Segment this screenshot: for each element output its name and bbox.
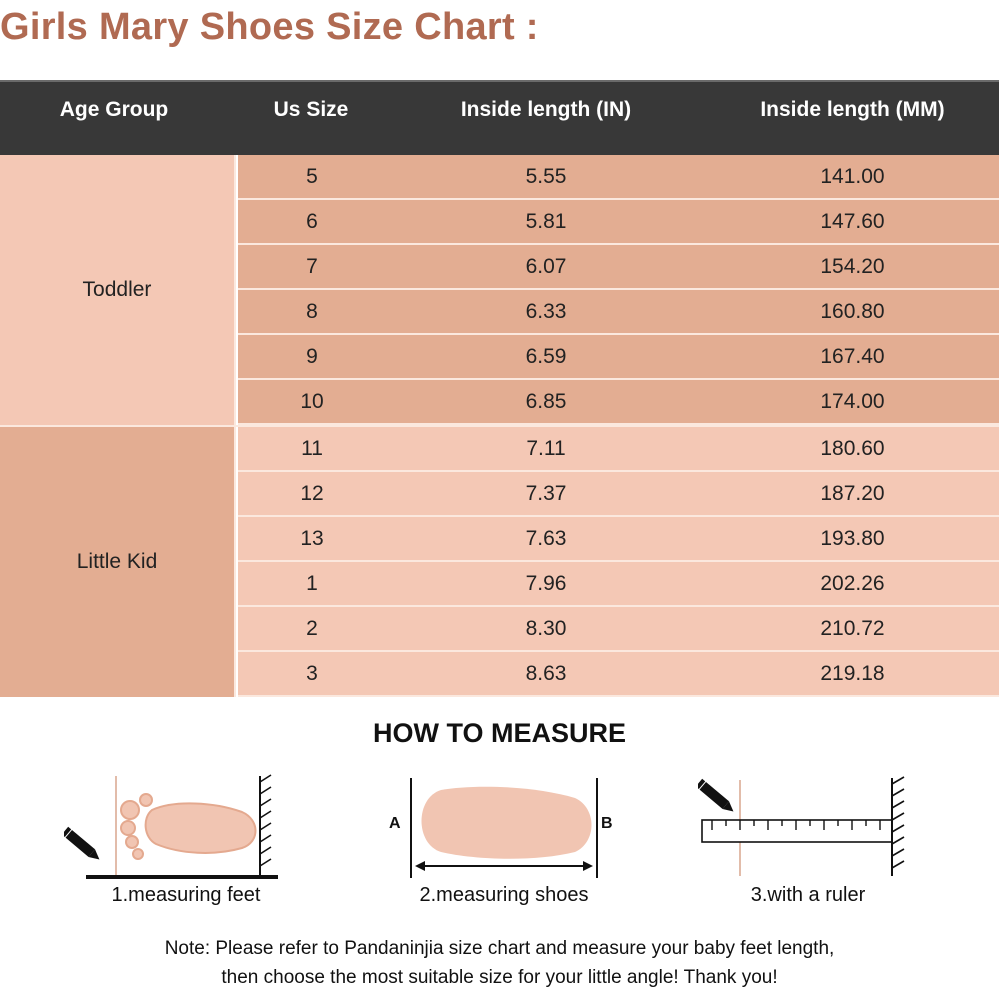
us-size-cell: 6: [306, 210, 318, 233]
inside-length-in-cell: 6.07: [525, 255, 567, 278]
shoe-sole-icon: A B: [389, 778, 613, 878]
inside-length-in-cell: 6.33: [525, 300, 567, 323]
inside-length-mm-cell: 160.80: [820, 300, 885, 323]
us-size-cell: 9: [306, 345, 318, 368]
label-a: A: [389, 815, 401, 832]
inside-length-mm-cell: 193.80: [820, 527, 885, 550]
label-b: B: [601, 815, 613, 832]
us-size-cell: 5: [306, 165, 318, 188]
inside-length-mm-cell: 219.18: [820, 662, 885, 685]
table-row: 12 7.37 187.20: [238, 472, 999, 517]
us-size-cell: 8: [306, 300, 318, 323]
table-row: 8 6.33 160.80: [238, 290, 999, 335]
us-size-cell: 7: [306, 255, 318, 278]
inside-length-mm-cell: 167.40: [820, 345, 885, 368]
inside-length-mm-cell: 202.26: [820, 572, 885, 595]
age-group-cell: Toddler: [0, 155, 236, 425]
table-row: 9 6.59 167.40: [238, 335, 999, 380]
us-size-cell: 3: [306, 662, 318, 685]
inside-length-mm-cell: 210.72: [820, 617, 885, 640]
inside-length-mm-cell: 154.20: [820, 255, 885, 278]
inside-length-in-cell: 7.63: [525, 527, 567, 550]
us-size-cell: 12: [300, 482, 324, 505]
table-header: Age Group Us Size Inside length (IN) Ins…: [0, 80, 999, 155]
inside-length-in-cell: 7.96: [525, 572, 567, 595]
inside-length-mm-cell: 141.00: [820, 165, 885, 188]
how-to-measure-heading: HOW TO MEASURE: [372, 718, 626, 748]
inside-length-mm-cell: 147.60: [820, 210, 885, 233]
row-group-kid: Little Kid 11 7.11 180.60 12 7.37 187.20 13 7.63…: [0, 427, 999, 697]
header-inside-length-in: Inside length (IN): [460, 98, 632, 121]
foot-icon: [64, 774, 278, 879]
note-text: Note: Please refer to Pandaninjia size c…: [0, 934, 999, 992]
us-size-cell: 1: [306, 572, 318, 595]
header-age-group: Age Group: [59, 98, 169, 121]
inside-length-in-cell: 7.11: [526, 437, 566, 460]
us-size-cell: 11: [301, 437, 323, 460]
header-us-size: Us Size: [273, 98, 349, 121]
us-size-cell: 13: [300, 527, 324, 550]
us-size-cell: 10: [300, 390, 324, 413]
table-body: Toddler 5 5.55 141.00 6 5.81 147.60 7 6.07 154.20…: [0, 155, 999, 697]
age-group-cell: Little Kid: [0, 427, 236, 697]
step1-caption: 1.measuring feet: [111, 884, 261, 906]
ruler-icon: [698, 776, 905, 876]
row-group-toddler: Toddler 5 5.55 141.00 6 5.81 147.60 7 6.07 154.20…: [0, 155, 999, 427]
inside-length-mm-cell: 174.00: [820, 390, 885, 413]
us-size-cell: 2: [306, 617, 318, 640]
header-inside-length-mm: Inside length (MM): [760, 98, 945, 121]
inside-length-in-cell: 8.30: [525, 617, 567, 640]
table-row: 5 5.55 141.00: [238, 155, 999, 200]
table-row: 13 7.63 193.80: [238, 517, 999, 562]
table-row: 6 5.81 147.60: [238, 200, 999, 245]
inside-length-in-cell: 6.59: [525, 345, 567, 368]
inside-length-mm-cell: 187.20: [820, 482, 885, 505]
inside-length-in-cell: 7.37: [525, 482, 567, 505]
inside-length-in-cell: 5.81: [525, 210, 567, 233]
inside-length-in-cell: 8.63: [525, 662, 567, 685]
step2-caption: 2.measuring shoes: [419, 884, 589, 906]
inside-length-mm-cell: 180.60: [820, 437, 885, 460]
note-line-2: then choose the most suitable size for y…: [221, 967, 778, 988]
page-title: Girls Mary Shoes Size Chart :: [0, 6, 539, 48]
table-row: 2 8.30 210.72: [238, 607, 999, 652]
inside-length-in-cell: 6.85: [525, 390, 567, 413]
table-row: 11 7.11 180.60: [238, 427, 999, 472]
table-row: 10 6.85 174.00: [238, 380, 999, 425]
table-row: 3 8.63 219.18: [238, 652, 999, 697]
inside-length-in-cell: 5.55: [525, 165, 567, 188]
table-row: 7 6.07 154.20: [238, 245, 999, 290]
note-line-1: Note: Please refer to Pandaninjia size c…: [164, 938, 835, 959]
table-row: 1 7.96 202.26: [238, 562, 999, 607]
size-table: Age Group Us Size Inside length (IN) Ins…: [0, 80, 999, 697]
step3-caption: 3.with a ruler: [750, 884, 866, 906]
